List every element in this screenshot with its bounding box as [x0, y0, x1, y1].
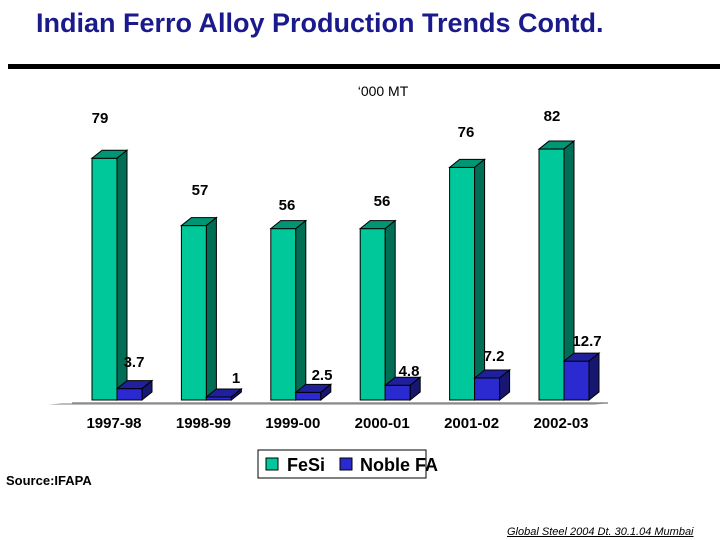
data-label-fesi-2002-03: 82: [544, 108, 561, 125]
data-label-fesi-1997-98: 79: [92, 110, 109, 127]
bar-side-fesi-1999-00: [295, 219, 307, 402]
footer-link[interactable]: Global Steel 2004 Dt. 30.1.04 Mumbai: [507, 526, 694, 538]
legend-swatch-noble-fa: [339, 457, 353, 471]
data-label-fesi-2000-01: 56: [374, 193, 391, 210]
bar-fesi-1998-99: [180, 225, 207, 401]
x-tick-label-2000-01: 2000-01: [355, 415, 410, 432]
data-label-noble-fa-2001-02: 7.2: [484, 348, 505, 365]
data-label-noble-fa-2002-03: 12.7: [572, 333, 601, 350]
title-divider: [8, 64, 720, 69]
bar-noble-fa-2001-02: [474, 377, 501, 401]
data-label-noble-fa-2000-01: 4.8: [399, 363, 420, 380]
bar-side-noble-fa-2000-01: [409, 376, 421, 402]
bar-side-noble-fa-1997-98: [141, 379, 153, 402]
legend-swatch-fesi: [265, 457, 279, 471]
data-label-fesi-1998-99: 57: [192, 182, 209, 199]
bar-side-noble-fa-2001-02: [499, 368, 511, 402]
bar-side-fesi-2000-01: [384, 219, 396, 402]
x-tick-label-1997-98: 1997-98: [86, 415, 141, 432]
bar-noble-fa-1997-98: [116, 388, 143, 401]
data-label-fesi-1999-00: 56: [279, 197, 296, 214]
bar-side-noble-fa-1999-00: [320, 383, 332, 402]
bar-side-fesi-1998-99: [205, 216, 217, 402]
bar-noble-fa-1999-00: [295, 391, 322, 401]
bar-fesi-2002-03: [538, 148, 565, 401]
data-label-noble-fa-1999-00: 2.5: [312, 367, 333, 384]
chart-subtitle: ‘000 MT: [358, 83, 409, 99]
bar-fesi-2001-02: [449, 166, 476, 401]
bar-noble-fa-2002-03: [563, 360, 590, 401]
source-note: Source:IFAPA: [6, 473, 92, 488]
bar-noble-fa-2000-01: [384, 384, 411, 401]
data-label-noble-fa-1998-99: 1: [232, 370, 240, 387]
x-tick-label-1999-00: 1999-00: [265, 415, 320, 432]
data-label-fesi-2001-02: 76: [458, 124, 475, 141]
legend-label-fesi: FeSi: [287, 455, 325, 475]
data-label-noble-fa-1997-98: 3.7: [124, 354, 145, 371]
x-tick-label-2001-02: 2001-02: [444, 415, 499, 432]
x-tick-label-1998-99: 1998-99: [176, 415, 231, 432]
legend-label-noble-fa: Noble FA: [360, 455, 438, 475]
bar-side-noble-fa-1998-99: [230, 387, 242, 402]
bar-fesi-2000-01: [359, 228, 386, 401]
x-tick-label-2002-03: 2002-03: [533, 415, 588, 432]
bar-side-noble-fa-2002-03: [588, 352, 600, 402]
bar-fesi-1997-98: [91, 157, 118, 401]
bar-fesi-1999-00: [270, 228, 297, 401]
slide-title: Indian Ferro Alloy Production Trends Con…: [36, 8, 604, 38]
